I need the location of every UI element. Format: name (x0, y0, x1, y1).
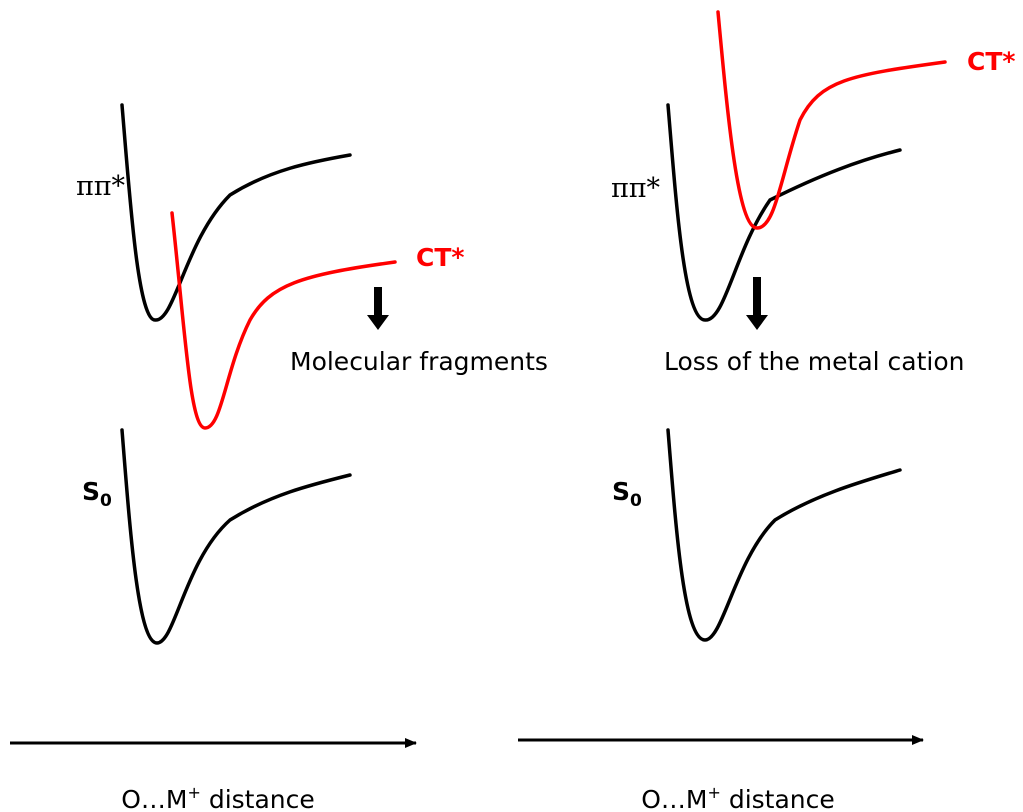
axis-left: O…M (121, 785, 187, 812)
excited-curve (666, 103, 902, 322)
ct-curve (716, 10, 947, 230)
ground-sub: 0 (100, 491, 112, 511)
ct-curve (170, 211, 397, 430)
ct-label: CT* (967, 47, 1015, 76)
outcome-label: Molecular fragments (290, 347, 548, 376)
axis-label: O…M+ distance (641, 783, 835, 812)
outcome-label: Loss of the metal cation (664, 347, 965, 376)
down-arrow (746, 277, 768, 330)
ground-main: S (82, 477, 100, 506)
axis-right: distance (721, 785, 835, 812)
excited-label: ππ* (76, 171, 125, 202)
ground-label: S0 (612, 477, 642, 511)
ground-sub: 0 (630, 491, 642, 511)
axis-sup: + (707, 783, 720, 802)
excited-label: ππ* (611, 173, 660, 204)
axis-label: O…M+ distance (121, 783, 315, 812)
panel-right: ππ* CT* Loss of the metal cation S0 O…M+… (518, 10, 1015, 812)
ct-label: CT* (416, 243, 464, 272)
ground-curve (120, 428, 352, 645)
ground-curve (666, 428, 902, 642)
axis-left: O…M (641, 785, 707, 812)
excited-curve (120, 103, 352, 322)
ground-main: S (612, 477, 630, 506)
panel-left: ππ* CT* Molecular fragments S0 O…M+ dist… (10, 103, 548, 812)
axis-sup: + (187, 783, 200, 802)
axis-right: distance (201, 785, 315, 812)
ground-label: S0 (82, 477, 112, 511)
down-arrow (367, 287, 389, 330)
